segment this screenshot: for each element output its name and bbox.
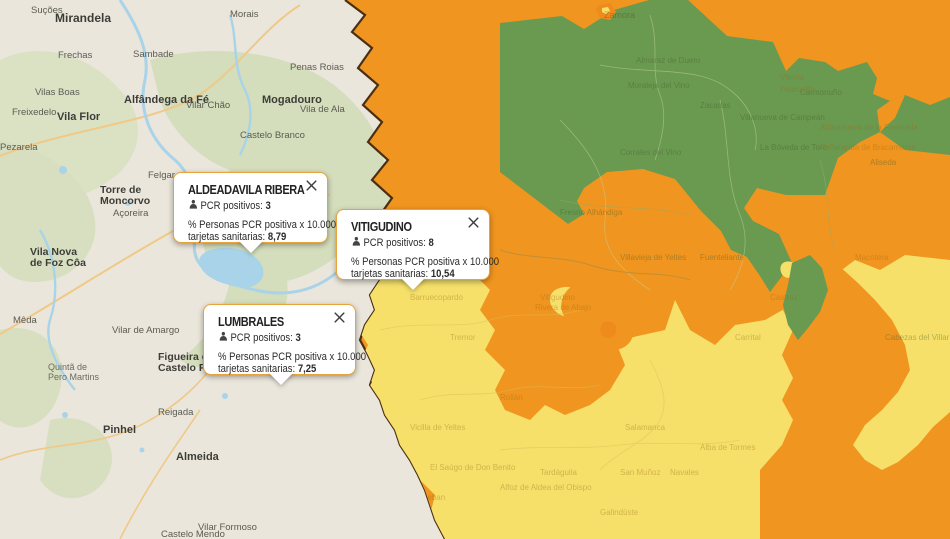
svg-text:Pinhel: Pinhel xyxy=(103,424,136,436)
svg-text:Villanueva de Campeán: Villanueva de Campeán xyxy=(740,113,825,122)
svg-text:Vilar Chão: Vilar Chão xyxy=(186,100,230,111)
svg-text:El Saúgo de Don Benito: El Saúgo de Don Benito xyxy=(430,463,516,472)
svg-text:Villoria: Villoria xyxy=(780,73,804,82)
svg-text:de Foz Côa: de Foz Côa xyxy=(30,257,86,269)
svg-text:Felgar: Felgar xyxy=(148,170,175,181)
svg-text:Vitigudino: Vitigudino xyxy=(540,293,576,302)
svg-text:Vilar Formoso: Vilar Formoso xyxy=(198,522,257,533)
svg-text:Mirandela: Mirandela xyxy=(55,11,111,25)
svg-text:Carrital: Carrital xyxy=(735,333,761,342)
svg-text:Zamora: Zamora xyxy=(604,10,635,20)
svg-text:Cabezas del Villar: Cabezas del Villar xyxy=(885,333,950,342)
svg-text:Açoreira: Açoreira xyxy=(113,208,149,219)
svg-text:Peñaranda de Bracamonte: Peñaranda de Bracamonte xyxy=(820,143,916,152)
svg-text:Vicilla de Yeltes: Vicilla de Yeltes xyxy=(410,423,465,432)
svg-text:La Bóveda de Toro: La Bóveda de Toro xyxy=(760,143,828,152)
svg-text:Almeida: Almeida xyxy=(176,451,220,463)
svg-text:Morais: Morais xyxy=(230,9,259,20)
svg-text:Pezarela: Pezarela xyxy=(0,142,38,153)
svg-text:Frechas: Frechas xyxy=(58,50,93,61)
svg-text:Almaraz de Duero: Almaraz de Duero xyxy=(636,56,701,65)
svg-text:San Muñoz: San Muñoz xyxy=(620,468,660,477)
svg-text:Tremor: Tremor xyxy=(450,333,476,342)
svg-text:Sambade: Sambade xyxy=(133,49,174,60)
svg-text:Corrales del Vino: Corrales del Vino xyxy=(620,148,682,157)
svg-text:Rivera de Abajo: Rivera de Abajo xyxy=(535,303,592,312)
svg-text:Salamanca: Salamanca xyxy=(625,423,666,432)
svg-text:Freixedelo: Freixedelo xyxy=(12,107,56,118)
svg-text:Vilar de Amargo: Vilar de Amargo xyxy=(112,325,179,336)
svg-text:Aldeanueva de la Fresneda: Aldeanueva de la Fresneda xyxy=(820,123,918,132)
svg-text:Vilas Boas: Vilas Boas xyxy=(35,87,80,98)
svg-text:Vila de Ala: Vila de Ala xyxy=(300,104,345,115)
svg-text:Zacadas: Zacadas xyxy=(700,101,731,110)
svg-text:Quintã de: Quintã de xyxy=(48,362,87,372)
svg-text:Reigada: Reigada xyxy=(158,407,194,418)
svg-text:Barruecopardo: Barruecopardo xyxy=(410,293,463,302)
svg-text:Castelo Branco: Castelo Branco xyxy=(240,130,305,141)
svg-text:Castraz: Castraz xyxy=(770,293,798,302)
svg-text:Navales: Navales xyxy=(670,468,699,477)
svg-text:Vila Flor: Vila Flor xyxy=(57,111,101,123)
svg-text:Fuenteliante: Fuenteliante xyxy=(700,253,745,262)
svg-text:Penas Roias: Penas Roias xyxy=(290,62,344,73)
svg-text:Villavieja de Yeltes: Villavieja de Yeltes xyxy=(620,253,686,262)
svg-text:Pero Martins: Pero Martins xyxy=(48,372,100,382)
svg-text:Alfoz de Aldea del Obispo: Alfoz de Aldea del Obispo xyxy=(500,483,592,492)
svg-text:Alba de Tormes: Alba de Tormes xyxy=(700,443,755,452)
svg-text:Fresno Alhándiga: Fresno Alhándiga xyxy=(560,208,623,217)
svg-text:Moraleja del Vino: Moraleja del Vino xyxy=(628,81,690,90)
svg-text:Galindüste: Galindüste xyxy=(600,508,639,517)
svg-text:Macotera: Macotera xyxy=(855,253,889,262)
svg-text:Mêda: Mêda xyxy=(13,315,37,326)
svg-text:Rollán: Rollán xyxy=(500,393,523,402)
svg-text:Aliseda: Aliseda xyxy=(870,158,897,167)
svg-text:Pedrosillo: Pedrosillo xyxy=(780,85,816,94)
svg-text:Moncorvo: Moncorvo xyxy=(100,195,150,207)
svg-text:Tardáguila: Tardáguila xyxy=(540,468,577,477)
